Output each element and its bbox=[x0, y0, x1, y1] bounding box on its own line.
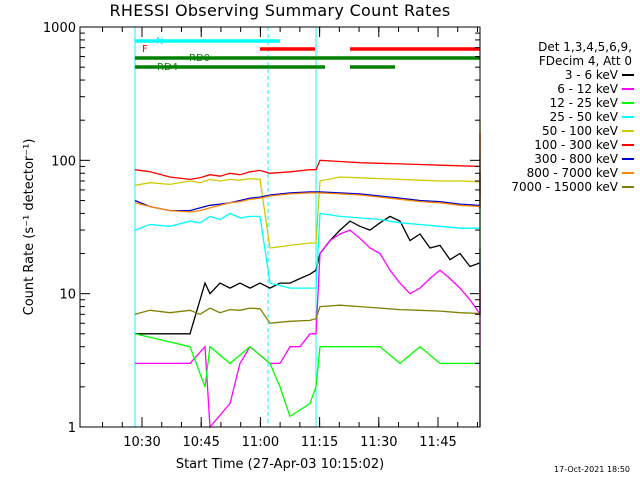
legend-header-line-2: FDecim 4, Att 0 bbox=[538, 54, 632, 68]
legend-item: 300 - 800 keV bbox=[534, 152, 634, 166]
legend-header-line-1: Det 1,3,4,5,6,9, bbox=[538, 40, 632, 54]
legend-item: 6 - 12 keV bbox=[557, 82, 634, 96]
y-tick-label: 1000 bbox=[43, 21, 76, 36]
legend-swatch bbox=[622, 74, 634, 76]
y-tick-label: 1 bbox=[68, 421, 76, 436]
legend-swatch bbox=[622, 116, 634, 118]
series-line-9 bbox=[134, 274, 481, 324]
series-line-2 bbox=[135, 229, 481, 429]
chart-title: RHESSI Observing Summary Count Rates bbox=[109, 1, 451, 20]
legend-swatch bbox=[622, 186, 634, 188]
legend-label: 50 - 100 keV bbox=[541, 124, 618, 138]
legend-label: 7000 - 15000 keV bbox=[511, 180, 618, 194]
legend-item: 50 - 100 keV bbox=[542, 124, 634, 138]
legend-label: 100 - 300 keV bbox=[534, 138, 618, 152]
series-line-6 bbox=[134, 133, 481, 195]
flag-label-rd4: RD4 bbox=[157, 62, 178, 73]
plot-content: NF RD0 RD4 bbox=[134, 27, 481, 429]
legend-label: 6 - 12 keV bbox=[557, 82, 618, 96]
flag-label-rd0: RD0 bbox=[189, 53, 210, 64]
flag-label-f: F bbox=[142, 44, 148, 55]
legend-label: 25 - 50 keV bbox=[549, 110, 618, 124]
axes: 1 10 100 1000 10:30 10:45 11:00 11:15 11:30 11:45 bbox=[43, 21, 480, 450]
y-tick-label: 100 bbox=[51, 154, 76, 169]
x-tick-label: 11:30 bbox=[360, 435, 397, 450]
x-tick-label: 11:00 bbox=[242, 435, 279, 450]
x-tick-label: 10:30 bbox=[123, 435, 160, 450]
x-tick-label: 11:15 bbox=[301, 435, 338, 450]
legend-label: 12 - 25 keV bbox=[549, 96, 618, 110]
legend-item: 12 - 25 keV bbox=[550, 96, 634, 110]
y-tick-label: 10 bbox=[59, 288, 76, 303]
legend-swatch bbox=[622, 144, 634, 146]
legend-swatch bbox=[622, 130, 634, 132]
x-axis-label: Start Time (27-Apr-03 10:15:02) bbox=[176, 457, 384, 472]
legend-swatch bbox=[622, 102, 634, 104]
series-line-3 bbox=[134, 333, 481, 427]
legend-label: 300 - 800 keV bbox=[534, 152, 618, 166]
legend-label: 800 - 7000 keV bbox=[526, 166, 618, 180]
series-line-4 bbox=[134, 154, 481, 289]
timestamp: 17-Oct-2021 18:50 bbox=[554, 465, 630, 474]
y-axis-label: Count Rate (s⁻¹ detector⁻¹) bbox=[22, 139, 37, 316]
legend-swatch bbox=[622, 172, 634, 174]
legend-item: 800 - 7000 keV bbox=[527, 166, 634, 180]
legend-swatch bbox=[622, 158, 634, 160]
series-line-1 bbox=[135, 215, 481, 335]
legend-item: 7000 - 15000 keV bbox=[511, 180, 634, 194]
legend-swatch bbox=[622, 88, 634, 90]
legend-label: 3 - 6 keV bbox=[564, 68, 618, 82]
flag-label-n: N bbox=[156, 36, 163, 47]
legend-item: 3 - 6 keV bbox=[565, 68, 634, 82]
legend-item: 100 - 300 keV bbox=[534, 138, 634, 152]
legend-item: 25 - 50 keV bbox=[550, 110, 634, 124]
plot-frame bbox=[79, 26, 481, 428]
x-tick-label: 10:45 bbox=[182, 435, 219, 450]
x-tick-label: 11:45 bbox=[419, 435, 456, 450]
